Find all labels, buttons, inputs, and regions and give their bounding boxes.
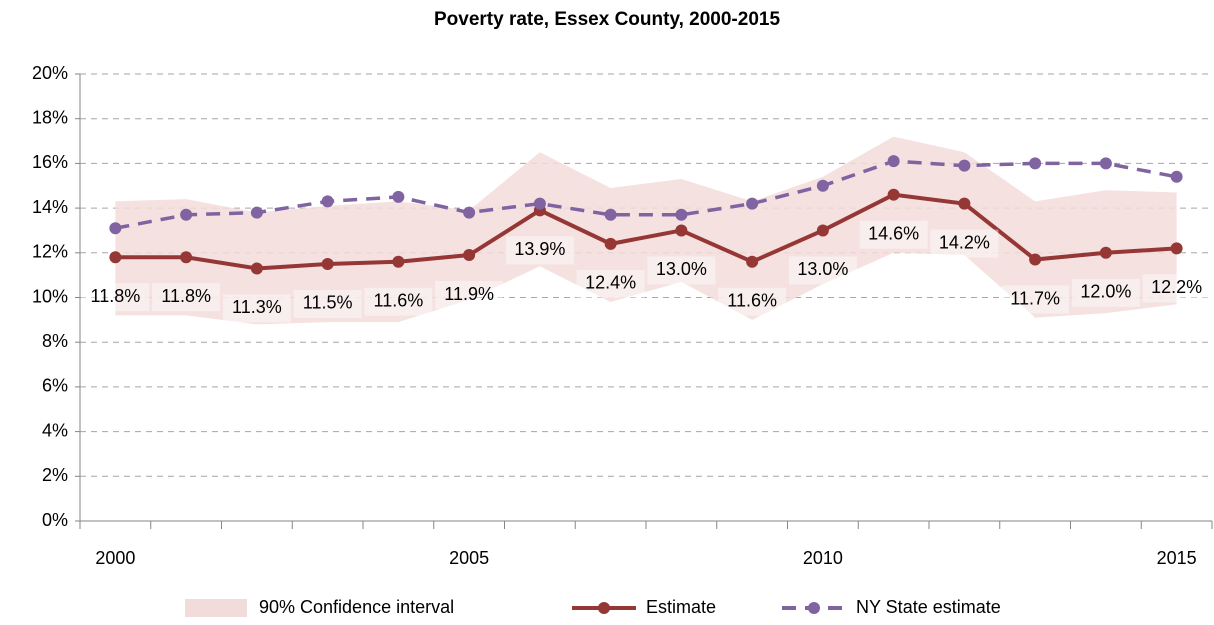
label-bg: [1071, 278, 1140, 307]
data-label: 12.0%: [1080, 282, 1131, 302]
marker: [675, 208, 688, 221]
marker: [958, 159, 971, 172]
y-tick-label: 4%: [42, 420, 68, 440]
y-tick-label: 8%: [42, 331, 68, 351]
marker: [1099, 157, 1112, 170]
data-label: 13.0%: [656, 259, 707, 279]
legend-label: NY State estimate: [856, 597, 1001, 617]
y-tick-label: 6%: [42, 376, 68, 396]
y-tick-label: 12%: [32, 242, 68, 262]
marker: [250, 206, 263, 219]
marker: [604, 208, 617, 221]
legend-label: 90% Confidence interval: [259, 597, 454, 617]
label-bg: [1001, 285, 1070, 314]
marker: [1029, 157, 1042, 170]
marker: [180, 208, 193, 221]
label-bg: [859, 220, 928, 249]
marker: [533, 197, 546, 210]
data-label: 13.0%: [797, 259, 848, 279]
data-label: 11.6%: [727, 290, 777, 310]
y-tick-label: 20%: [32, 63, 68, 83]
label-bg: [435, 281, 504, 310]
label-bg: [576, 269, 645, 298]
marker: [1170, 242, 1183, 255]
marker: [887, 188, 900, 201]
label-bg: [222, 294, 291, 323]
x-tick-label: 2010: [803, 548, 843, 568]
data-label: 13.9%: [514, 239, 565, 259]
marker: [109, 222, 122, 235]
marker: [180, 251, 193, 264]
data-label: 12.2%: [1151, 277, 1202, 297]
label-bg: [788, 256, 857, 285]
marker: [321, 257, 334, 270]
y-tick-label: 16%: [32, 152, 68, 172]
data-labels: 11.8% 11.8% 11.3% 11.5% 11.6% 11.9% 13.9% 12.4%…: [81, 220, 1211, 323]
y-tick-label: 10%: [32, 286, 68, 306]
marker: [250, 262, 263, 275]
label-bg: [81, 283, 150, 312]
marker: [463, 206, 476, 219]
marker: [816, 179, 829, 192]
y-tick-label: 14%: [32, 197, 68, 217]
label-bg: [930, 229, 999, 258]
x-tick-label: 2000: [95, 548, 135, 568]
marker: [463, 249, 476, 262]
label-bg: [1142, 274, 1211, 303]
data-label: 11.8%: [91, 286, 141, 306]
plot: [109, 136, 1183, 325]
data-label: 14.6%: [868, 223, 919, 243]
label-bg: [364, 287, 433, 316]
label-bg: [718, 287, 787, 316]
marker: [604, 237, 617, 250]
data-label: 12.4%: [585, 273, 636, 293]
marker: [675, 224, 688, 237]
label-bg: [152, 283, 221, 312]
data-label: 11.9%: [444, 284, 494, 304]
series-line: [115, 192, 1177, 271]
x-tick-label: 2015: [1157, 548, 1197, 568]
data-label: 11.6%: [374, 290, 424, 310]
series-line: [115, 159, 1177, 230]
chart-title: Poverty rate, Essex County, 2000-2015: [434, 9, 780, 30]
marker: [321, 195, 334, 208]
marker: [816, 224, 829, 237]
marker: [392, 190, 405, 203]
marker: [1170, 170, 1183, 183]
confidence-band: [115, 136, 1177, 325]
legend-label: Estimate: [646, 597, 716, 617]
y-tick-label: 18%: [32, 107, 68, 127]
legend-swatch: [185, 599, 247, 617]
data-label: 11.3%: [232, 297, 282, 317]
marker: [1029, 253, 1042, 266]
x-tick-label: 2005: [449, 548, 489, 568]
legend-marker: [808, 602, 820, 614]
marker: [1099, 246, 1112, 259]
label-bg: [505, 236, 574, 265]
data-label: 14.2%: [939, 232, 990, 252]
data-label: 11.7%: [1010, 288, 1060, 308]
marker: [887, 155, 900, 168]
marker: [746, 197, 759, 210]
legend-marker: [598, 602, 610, 614]
marker: [746, 255, 759, 268]
marker: [392, 255, 405, 268]
label-bg: [647, 256, 716, 285]
y-tick-label: 0%: [42, 510, 68, 530]
y-tick-label: 2%: [42, 465, 68, 485]
data-label: 11.5%: [303, 293, 353, 313]
marker: [958, 197, 971, 210]
marker: [109, 251, 122, 264]
label-bg: [293, 289, 362, 318]
data-label: 11.8%: [161, 286, 211, 306]
